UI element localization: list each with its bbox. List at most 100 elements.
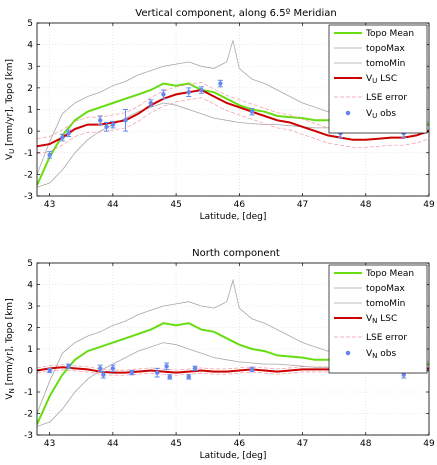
legend-label: topoMax xyxy=(366,284,406,294)
y-tick-label: 0 xyxy=(27,367,33,377)
obs-point xyxy=(186,90,191,95)
legend-label: Topo Mean xyxy=(365,269,414,279)
y-tick-label: 1 xyxy=(27,345,33,355)
y-axis-label: VN [mm/yr], Topo [km] xyxy=(5,298,16,399)
obs-point xyxy=(101,372,106,377)
obs-point xyxy=(98,118,103,123)
obs-point xyxy=(218,81,223,86)
legend-label-main: V xyxy=(366,109,373,119)
chart-title: North component xyxy=(192,248,280,259)
obs-point xyxy=(129,370,135,375)
obs-point xyxy=(66,364,71,369)
chart-vertical-component: Vertical component, along 6.5º Meridian … xyxy=(5,8,435,222)
y-tick-label: 1 xyxy=(27,106,33,116)
x-tick-label: 47 xyxy=(297,439,308,449)
x-tick-label: 48 xyxy=(360,200,372,210)
y-tick-label: -2 xyxy=(24,410,33,420)
legend-label-sub: N xyxy=(372,317,377,325)
y-tick-label: 3 xyxy=(27,62,33,72)
y-axis-label-main: V xyxy=(5,153,15,160)
obs-point xyxy=(47,368,52,373)
y-tick-label: 2 xyxy=(27,84,33,94)
x-tick-label: 49 xyxy=(423,200,435,210)
obs-point xyxy=(186,374,191,380)
obs-point xyxy=(249,109,255,114)
y-tick-label: 3 xyxy=(27,302,33,312)
x-axis-label: Latitude, [deg] xyxy=(200,212,267,222)
obs-point xyxy=(192,366,198,371)
chart-title: Vertical component, along 6.5º Meridian xyxy=(135,8,336,19)
legend-label-rest: obs xyxy=(377,349,396,359)
legend-label-main: V xyxy=(366,349,373,359)
lse-lower-line xyxy=(37,97,429,155)
chart-north-component: North component 43 44 45 46 47 48 49-3-2-10123… xyxy=(5,248,435,461)
x-tick-label: 44 xyxy=(107,439,119,449)
legend-swatch-obs xyxy=(345,110,351,116)
x-axis-label: Latitude, [deg] xyxy=(200,451,267,461)
legend-label: VU obs xyxy=(366,109,396,120)
y-axis-label: VU [mm/yr], Topo [km] xyxy=(5,59,16,160)
y-axis-label-rest: [mm/yr], Topo [km] xyxy=(5,59,15,149)
y-axis-label-main: V xyxy=(5,393,15,400)
obs-point xyxy=(154,370,160,375)
y-tick-label: 4 xyxy=(27,281,33,291)
obs-point xyxy=(249,367,255,372)
y-tick-label: -2 xyxy=(24,170,33,180)
legend-label: VU LSC xyxy=(366,74,397,85)
legend-label: tomoMin xyxy=(366,299,405,309)
legend-label-rest: obs xyxy=(377,109,396,119)
legend-label-main: V xyxy=(366,74,373,84)
y-tick-label: 0 xyxy=(27,127,33,137)
legend-label-main: V xyxy=(366,314,373,324)
y-tick-label: -1 xyxy=(24,149,33,159)
y-tick-label: -3 xyxy=(24,192,33,202)
legend-label-sub: N xyxy=(372,352,377,360)
legend-swatch-obs xyxy=(345,350,351,356)
lse-upper-line xyxy=(37,82,429,140)
obs-point xyxy=(164,364,169,369)
obs-point xyxy=(148,100,154,106)
y-tick-label: 4 xyxy=(27,41,33,51)
x-tick-label: 43 xyxy=(44,439,55,449)
obs-point xyxy=(199,87,204,93)
y-tick-label: 2 xyxy=(27,324,33,334)
legend-label: tomoMin xyxy=(366,59,405,69)
y-axis-label-rest: [mm/yr], Topo [km] xyxy=(5,298,15,388)
x-tick-label: 47 xyxy=(297,200,308,210)
obs-point xyxy=(110,122,116,127)
y-axis-label-sub: U xyxy=(8,149,16,154)
obs-point xyxy=(104,124,109,129)
obs-point xyxy=(60,135,65,140)
x-tick-label: 46 xyxy=(234,439,246,449)
legend-label: LSE error xyxy=(366,333,407,343)
obs-point xyxy=(47,152,52,158)
obs-point xyxy=(401,372,406,377)
legend-label: VN LSC xyxy=(366,314,397,325)
obs-point xyxy=(123,118,128,123)
y-tick-label: -3 xyxy=(24,431,33,441)
x-tick-label: 45 xyxy=(170,200,181,210)
x-tick-label: 44 xyxy=(107,200,119,210)
y-tick-label: 5 xyxy=(27,259,33,269)
legend-label-rest: LSC xyxy=(377,74,397,84)
legend-label: VN obs xyxy=(366,349,397,360)
x-tick-label: 46 xyxy=(234,200,246,210)
obs-point xyxy=(110,366,116,371)
x-tick-label: 49 xyxy=(423,439,435,449)
legend-label-sub: U xyxy=(372,112,377,120)
y-tick-label: -1 xyxy=(24,388,33,398)
legend-label-rest: LSC xyxy=(377,314,397,324)
x-tick-label: 45 xyxy=(170,439,181,449)
y-axis-label-sub: N xyxy=(8,388,16,393)
obs-point xyxy=(161,92,166,97)
legend-label-sub: U xyxy=(372,77,377,85)
legend-label: LSE error xyxy=(366,93,407,103)
x-tick-label: 43 xyxy=(44,200,55,210)
x-tick-label: 48 xyxy=(360,439,372,449)
obs-point xyxy=(167,374,172,380)
